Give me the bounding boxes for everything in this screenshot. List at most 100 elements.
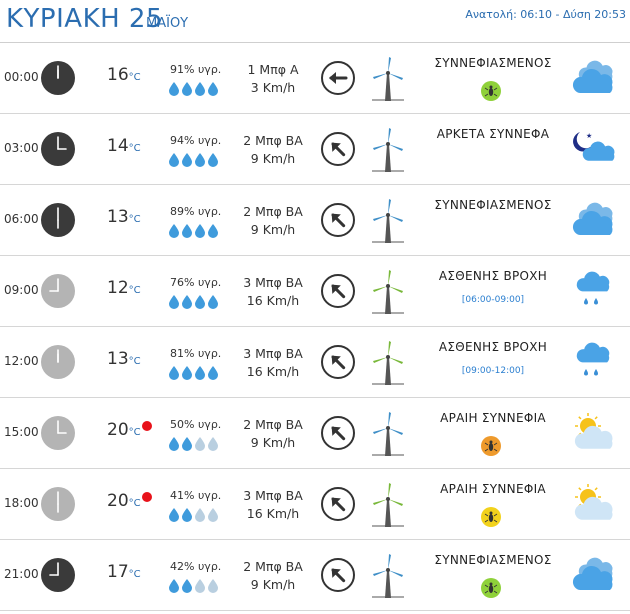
temperature-unit: °C bbox=[128, 569, 141, 580]
wind-turbine-icon bbox=[368, 197, 408, 243]
time-label: 00:00 bbox=[4, 70, 39, 84]
humidity-label: 91% υγρ. bbox=[170, 63, 222, 76]
temperature-value: 16 bbox=[107, 65, 129, 85]
humidity-drops-icon bbox=[168, 578, 228, 593]
wind-speed: 3 Km/h bbox=[250, 80, 296, 95]
wind-direction-arrow-icon bbox=[320, 202, 356, 238]
humidity-label: 81% υγρ. bbox=[170, 347, 222, 360]
temperature-value: 20 bbox=[107, 491, 129, 511]
temperature: 20°C bbox=[107, 420, 141, 440]
day-title: ΚΥΡΙΑΚΗ 25 bbox=[6, 4, 164, 34]
forecast-row: 06:00 13°C 89% υγρ. 2 Μπφ ΒΑ 9 Km/h ΣΥΝΝ… bbox=[0, 185, 630, 256]
wind-speed: 16 Km/h bbox=[246, 293, 300, 308]
temperature-value: 20 bbox=[107, 420, 129, 440]
moon-cloud-icon: ★ bbox=[570, 128, 616, 168]
time-label: 06:00 bbox=[4, 212, 39, 226]
wind-direction-arrow-icon bbox=[320, 415, 356, 451]
wind-turbine-icon bbox=[368, 268, 408, 314]
clock-icon bbox=[40, 60, 76, 96]
wind-turbine-icon bbox=[368, 126, 408, 172]
clock-icon bbox=[40, 202, 76, 238]
wind-turbine-icon bbox=[368, 552, 408, 598]
wind-force: 3 Μπφ ΒΑ bbox=[243, 346, 303, 361]
wind-info: 3 Μπφ ΒΑ 16 Km/h bbox=[230, 274, 316, 310]
temperature-unit: °C bbox=[128, 72, 141, 83]
forecast-row: 15:00 20°C 50% υγρ. 2 Μπφ ΒΑ 9 Km/h ΑΡΑΙ… bbox=[0, 398, 630, 469]
clouds-icon bbox=[570, 199, 616, 239]
forecast-row: 03:00 14°C 94% υγρ. 2 Μπφ ΒΑ 9 Km/h ΑΡΚΕ… bbox=[0, 114, 630, 185]
temperature: 14°C bbox=[107, 136, 141, 156]
time-label: 03:00 bbox=[4, 141, 39, 155]
wind-direction-arrow-icon bbox=[320, 486, 356, 522]
wind-speed: 9 Km/h bbox=[250, 577, 296, 592]
wind-info: 3 Μπφ ΒΑ 16 Km/h bbox=[230, 487, 316, 523]
wind-turbine-icon bbox=[368, 339, 408, 385]
wind-force: 2 Μπφ ΒΑ bbox=[243, 417, 303, 432]
insect-badge-icon bbox=[480, 80, 502, 102]
sun-cloud-icon bbox=[570, 412, 616, 452]
time-label: 09:00 bbox=[4, 283, 39, 297]
wind-force: 2 Μπφ ΒΑ bbox=[243, 559, 303, 574]
wind-speed: 16 Km/h bbox=[246, 506, 300, 521]
condition-label: ΣΥΝΝΕΦΙΑΣΜΕΝΟΣ bbox=[434, 553, 552, 567]
humidity-drops-icon bbox=[168, 507, 228, 522]
wind-turbine-icon bbox=[368, 55, 408, 101]
forecast-row: 00:00 16°C 91% υγρ. 1 Μπφ Α 3 Km/h ΣΥΝΝΕ… bbox=[0, 43, 630, 114]
humidity-drops-icon bbox=[168, 294, 228, 309]
temperature-value: 14 bbox=[107, 136, 129, 156]
humidity-label: 50% υγρ. bbox=[170, 418, 222, 431]
wind-force: 2 Μπφ ΒΑ bbox=[243, 204, 303, 219]
clock-icon bbox=[40, 131, 76, 167]
forecast-row: 09:00 12°C 76% υγρ. 3 Μπφ ΒΑ 16 Km/h ΑΣΘ… bbox=[0, 256, 630, 327]
humidity-label: 76% υγρ. bbox=[170, 276, 222, 289]
wind-info: 1 Μπφ Α 3 Km/h bbox=[230, 61, 316, 97]
temperature-unit: °C bbox=[128, 285, 141, 296]
condition-label: ΑΡΑΙΗ ΣΥΝΝΕΦΙΑ bbox=[440, 411, 546, 425]
clouds-icon bbox=[570, 554, 616, 594]
clock-icon bbox=[40, 273, 76, 309]
wind-info: 2 Μπφ ΒΑ 9 Km/h bbox=[230, 132, 316, 168]
temperature: 13°C bbox=[107, 349, 141, 369]
forecast-row: 18:00 20°C 41% υγρ. 3 Μπφ ΒΑ 16 Km/h ΑΡΑ… bbox=[0, 469, 630, 540]
month-label: ΜΑΪΟΥ bbox=[146, 16, 189, 31]
temperature: 20°C bbox=[107, 491, 141, 511]
temperature-unit: °C bbox=[128, 214, 141, 225]
temperature-unit: °C bbox=[128, 498, 141, 509]
condition-label: ΑΣΘΕΝΗΣ ΒΡΟΧΗ bbox=[438, 269, 548, 283]
humidity-drops-icon bbox=[168, 365, 228, 380]
wind-force: 3 Μπφ ΒΑ bbox=[243, 488, 303, 503]
humidity-label: 41% υγρ. bbox=[170, 489, 222, 502]
wind-info: 2 Μπφ ΒΑ 9 Km/h bbox=[230, 203, 316, 239]
humidity-label: 94% υγρ. bbox=[170, 134, 222, 147]
temperature: 13°C bbox=[107, 207, 141, 227]
forecast-list: 00:00 16°C 91% υγρ. 1 Μπφ Α 3 Km/h ΣΥΝΝΕ… bbox=[0, 43, 630, 611]
condition-label: ΑΡΑΙΗ ΣΥΝΝΕΦΙΑ bbox=[440, 482, 546, 496]
condition-label: ΣΥΝΝΕΦΙΑΣΜΕΝΟΣ bbox=[434, 198, 552, 212]
condition-label: ΑΣΘΕΝΗΣ ΒΡΟΧΗ bbox=[438, 340, 548, 354]
clouds-icon bbox=[570, 57, 616, 97]
wind-speed: 9 Km/h bbox=[250, 151, 296, 166]
time-label: 12:00 bbox=[4, 354, 39, 368]
sun-cloud-icon bbox=[570, 483, 616, 523]
temperature-unit: °C bbox=[128, 143, 141, 154]
wind-speed: 9 Km/h bbox=[250, 435, 296, 450]
time-label: 21:00 bbox=[4, 567, 39, 581]
wind-speed: 16 Km/h bbox=[246, 364, 300, 379]
condition-label: ΑΡΚΕΤΑ ΣΥΝΝΕΦΑ bbox=[436, 127, 550, 141]
humidity-label: 89% υγρ. bbox=[170, 205, 222, 218]
wind-info: 3 Μπφ ΒΑ 16 Km/h bbox=[230, 345, 316, 381]
insect-badge-icon bbox=[480, 506, 502, 528]
wind-direction-arrow-icon bbox=[320, 273, 356, 309]
temperature: 16°C bbox=[107, 65, 141, 85]
wind-turbine-icon bbox=[368, 481, 408, 527]
condition-label: ΣΥΝΝΕΦΙΑΣΜΕΝΟΣ bbox=[434, 56, 552, 70]
forecast-row: 21:00 17°C 42% υγρ. 2 Μπφ ΒΑ 9 Km/h ΣΥΝΝ… bbox=[0, 540, 630, 611]
temperature-value: 12 bbox=[107, 278, 129, 298]
insect-badge-icon bbox=[480, 435, 502, 457]
forecast-header: ΚΥΡΙΑΚΗ 25 ΜΑΪΟΥ Ανατολή: 06:10 - Δύση 2… bbox=[0, 0, 630, 43]
clock-icon bbox=[40, 415, 76, 451]
temperature-unit: °C bbox=[128, 427, 141, 438]
svg-text:★: ★ bbox=[586, 132, 592, 140]
humidity-drops-icon bbox=[168, 436, 228, 451]
temperature: 17°C bbox=[107, 562, 141, 582]
